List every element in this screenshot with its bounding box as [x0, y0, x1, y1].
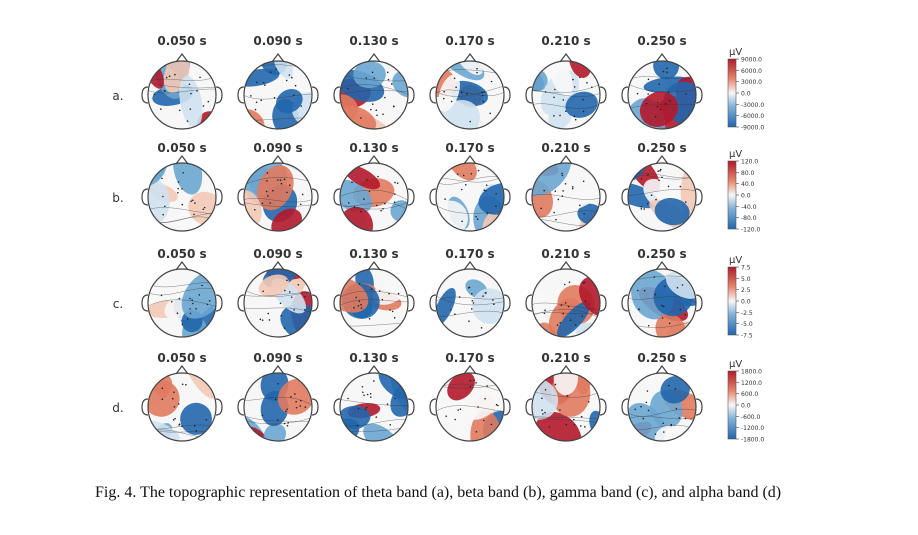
colorbar-tick-label: 40.0 — [741, 181, 755, 188]
row-label: b. — [112, 191, 123, 205]
topomap-head — [237, 155, 319, 232]
time-label: 0.170 s — [445, 351, 494, 365]
time-label: 0.090 s — [253, 247, 302, 261]
topomap-head — [141, 261, 223, 338]
colorbar-tick-label: -2.5 — [741, 310, 753, 317]
colorbar-tick-label: 7.5 — [741, 265, 751, 272]
topomap-head — [621, 365, 703, 442]
colorbar-tick-label: -40.0 — [741, 204, 757, 211]
time-label: 0.170 s — [445, 34, 494, 48]
colorbar-unit: µV — [729, 47, 742, 58]
topomap-head — [237, 365, 319, 442]
colorbar-unit: µV — [729, 255, 742, 266]
colorbar-unit: µV — [729, 149, 742, 160]
colorbar-tick-label: 9000.0 — [741, 57, 762, 64]
time-label: 0.050 s — [157, 141, 206, 155]
colorbar-tick-label: 0.0 — [741, 91, 751, 98]
row-label: d. — [112, 401, 123, 415]
colorbar-tick-label: 600.0 — [741, 391, 758, 398]
topomap-head — [429, 261, 511, 338]
time-label: 0.210 s — [541, 34, 590, 48]
topomap-head — [333, 365, 415, 442]
colorbar-tick-label: 0.0 — [741, 299, 751, 306]
topomap-head — [333, 261, 415, 338]
colorbar-tick-label: 6000.0 — [741, 68, 762, 75]
time-label: 0.250 s — [637, 141, 686, 155]
time-label: 0.050 s — [157, 247, 206, 261]
colorbar-tick-label: 120.0 — [741, 159, 758, 166]
topomap-head — [621, 155, 703, 232]
time-label: 0.050 s — [157, 351, 206, 365]
colorbar-tick-label: 5.0 — [741, 276, 751, 283]
colorbar-tick-label: -5.0 — [741, 321, 753, 328]
time-label: 0.210 s — [541, 351, 590, 365]
topomap-head — [525, 53, 607, 130]
colorbar-tick-label: 0.0 — [741, 403, 751, 410]
colorbar-tick-label: -80.0 — [741, 215, 757, 222]
colorbar-tick-label: 1800.0 — [741, 369, 762, 376]
colorbar-tick-label: 80.0 — [741, 170, 755, 177]
figure-caption: Fig. 4. The topographic representation o… — [95, 484, 782, 501]
row-label: a. — [112, 89, 123, 103]
topomap-head — [525, 365, 607, 442]
colorbar-tick-label: 1200.0 — [741, 380, 762, 387]
topomap-head — [429, 53, 511, 130]
colorbar-unit: µV — [729, 359, 742, 370]
time-label: 0.090 s — [253, 34, 302, 48]
topomap-head — [333, 53, 415, 130]
topomap-head — [621, 53, 703, 130]
colorbar-tick-label: -120.0 — [741, 227, 761, 234]
row-label: c. — [113, 297, 123, 311]
topomap-head — [621, 261, 703, 338]
colorbar-tick-label: -600.0 — [741, 414, 761, 421]
colorbar-tick-label: -1800.0 — [741, 437, 764, 444]
topomap-head — [141, 53, 223, 130]
time-label: 0.130 s — [349, 351, 398, 365]
topomap-head — [237, 53, 319, 130]
topomap-grid: a. 0.050 s 0.090 s 0.130 s 0.170 s 0.210 s 0.2… — [112, 34, 764, 444]
colorbar-tick-label: -6000.0 — [741, 113, 764, 120]
topomap-head — [333, 155, 415, 232]
time-label: 0.210 s — [541, 247, 590, 261]
colorbar-tick-label: -9000.0 — [741, 125, 764, 132]
topomap-head — [141, 155, 223, 232]
time-label: 0.090 s — [253, 351, 302, 365]
time-label: 0.050 s — [157, 34, 206, 48]
topomap-head — [237, 261, 319, 338]
colorbar-tick-label: 3000.0 — [741, 79, 762, 86]
time-label: 0.170 s — [445, 247, 494, 261]
topomap-head — [429, 155, 511, 232]
time-label: 0.130 s — [349, 141, 398, 155]
time-label: 0.090 s — [253, 141, 302, 155]
colorbar: µV7.5 5.0 2.5 0.0 -2.5 -5.0 -7.5 — [727, 255, 753, 340]
topomap-head — [525, 261, 607, 338]
time-label: 0.250 s — [637, 34, 686, 48]
topomap-head — [429, 365, 511, 442]
colorbar-tick-label: 0.0 — [741, 193, 751, 200]
time-label: 0.130 s — [349, 34, 398, 48]
time-label: 0.250 s — [637, 247, 686, 261]
colorbar-tick-label: 2.5 — [741, 287, 751, 294]
time-label: 0.130 s — [349, 247, 398, 261]
time-label: 0.250 s — [637, 351, 686, 365]
time-label: 0.210 s — [541, 141, 590, 155]
colorbar-tick-label: -7.5 — [741, 333, 753, 340]
colorbar-tick-label: -3000.0 — [741, 102, 764, 109]
colorbar-tick-label: -1200.0 — [741, 425, 764, 432]
time-label: 0.170 s — [445, 141, 494, 155]
